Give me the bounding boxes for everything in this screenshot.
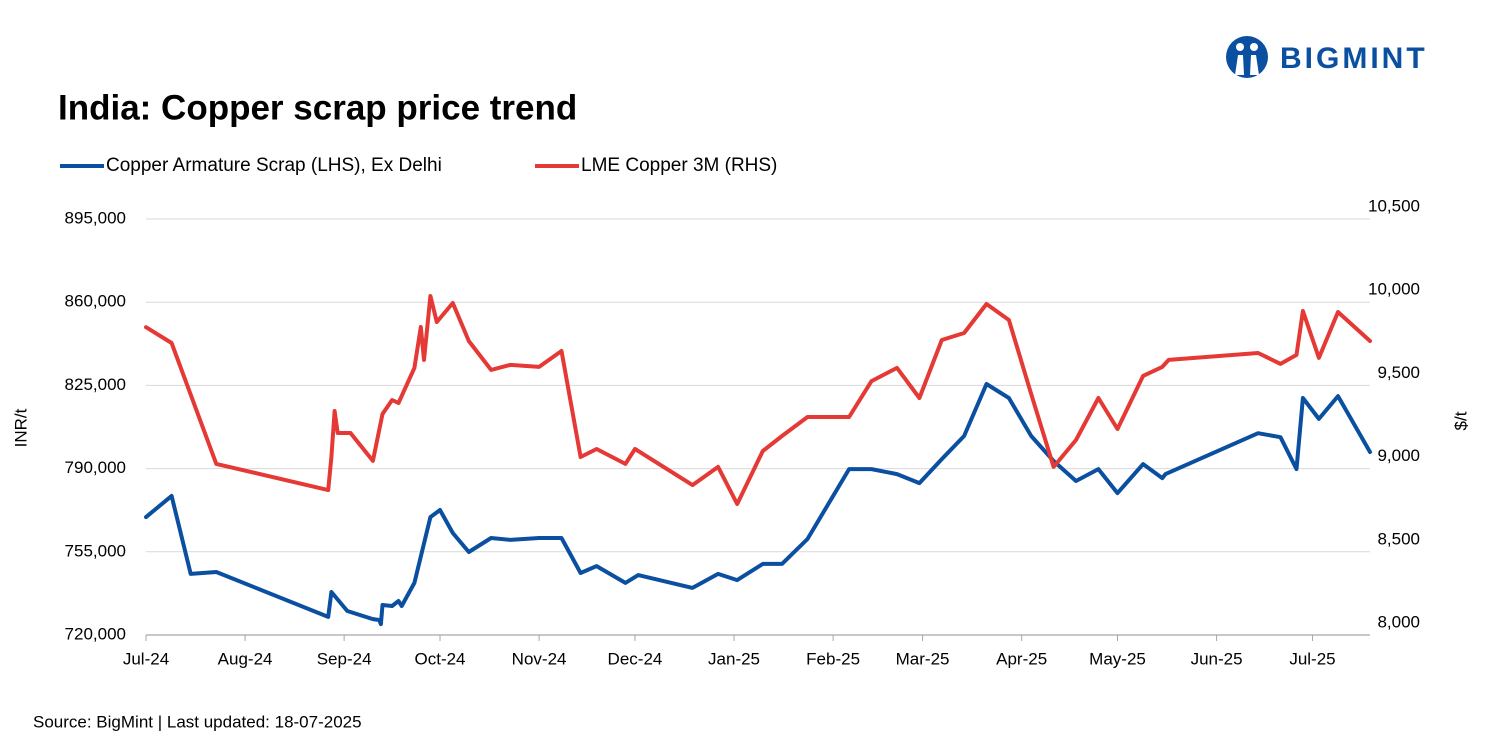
series-line bbox=[144, 294, 1372, 506]
x-tick-label: Jan-25 bbox=[708, 649, 760, 668]
y2-tick-label: 10,500 bbox=[1368, 196, 1420, 215]
x-tick-label: Jul-25 bbox=[1289, 649, 1335, 668]
x-tick-label: May-25 bbox=[1089, 649, 1146, 668]
x-tick-label: Dec-24 bbox=[608, 649, 663, 668]
logo-icon-body bbox=[1235, 55, 1259, 75]
y2-tick-label: 8,500 bbox=[1377, 529, 1420, 548]
source-note: Source: BigMint | Last updated: 18-07-20… bbox=[33, 712, 362, 731]
y2-tick-label: 8,000 bbox=[1377, 612, 1420, 631]
y-tick-label: 895,000 bbox=[65, 208, 126, 227]
y2-tick-label: 10,000 bbox=[1368, 280, 1420, 299]
series-line bbox=[144, 382, 1372, 627]
x-tick-label: Sep-24 bbox=[317, 649, 372, 668]
x-tick-label: Nov-24 bbox=[512, 649, 567, 668]
x-tick-label: Oct-24 bbox=[415, 649, 466, 668]
x-tick-label: Apr-25 bbox=[996, 649, 1047, 668]
brand-logo: BIGMINT bbox=[1226, 36, 1428, 78]
legend-label: LME Copper 3M (RHS) bbox=[581, 155, 777, 176]
y-tick-label: 825,000 bbox=[65, 375, 126, 394]
legend-label: Copper Armature Scrap (LHS), Ex Delhi bbox=[106, 155, 442, 176]
y-tick-label: 860,000 bbox=[65, 292, 126, 311]
x-tick-label: Aug-24 bbox=[218, 649, 273, 668]
y-tick-label: 790,000 bbox=[65, 458, 126, 477]
y-tick-label: 755,000 bbox=[65, 541, 126, 560]
y2-axis-label: $/t bbox=[1451, 411, 1470, 430]
brand-name: BIGMINT bbox=[1280, 42, 1428, 75]
x-tick-label: Mar-25 bbox=[896, 649, 950, 668]
x-tick-label: Jun-25 bbox=[1191, 649, 1243, 668]
logo-icon bbox=[1226, 36, 1268, 78]
y2-tick-label: 9,500 bbox=[1377, 363, 1420, 382]
logo-icon-head bbox=[1236, 43, 1244, 51]
x-tick-label: Jul-24 bbox=[123, 649, 169, 668]
x-tick-label: Feb-25 bbox=[806, 649, 860, 668]
logo-icon-head bbox=[1250, 43, 1258, 51]
y-tick-label: 720,000 bbox=[65, 624, 126, 643]
chart-title: India: Copper scrap price trend bbox=[58, 88, 577, 127]
y2-tick-label: 9,000 bbox=[1377, 446, 1420, 465]
y-axis-label: INR/t bbox=[11, 408, 30, 447]
